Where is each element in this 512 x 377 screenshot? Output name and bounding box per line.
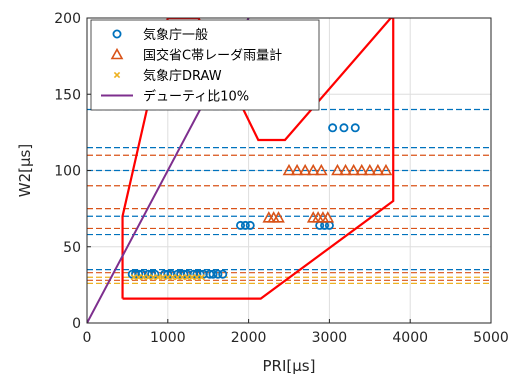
data-point	[213, 269, 223, 279]
data-point	[363, 163, 377, 176]
data-point	[347, 163, 360, 176]
series-markers-1	[262, 163, 393, 223]
x-axis-label: PRI[μs]	[263, 357, 316, 375]
data-point	[184, 274, 191, 281]
data-point	[355, 163, 369, 176]
legend-label: デューティ比10%	[143, 89, 249, 105]
legend-entry: 気象庁DRAW	[113, 68, 222, 84]
y-tick-label: 200	[54, 11, 81, 27]
legend-entry: 気象庁一般	[112, 27, 208, 43]
data-point	[140, 274, 147, 281]
y-tick-label: 0	[72, 316, 81, 332]
data-point	[290, 163, 304, 176]
data-point	[159, 274, 167, 281]
data-point	[135, 274, 142, 281]
data-point	[350, 123, 360, 133]
legend-swatch	[113, 71, 121, 79]
data-point	[164, 274, 171, 281]
ticks: 0 1000 2000 3000 4000 5000 0 50 100 150 200	[54, 11, 509, 346]
data-point	[145, 274, 152, 281]
x-tick-label: 4000	[392, 330, 428, 346]
data-point	[245, 220, 255, 230]
data-point	[339, 163, 352, 176]
legend-label: 国交省C帯レーダ雨量計	[143, 48, 282, 64]
legend-label: 気象庁一般	[143, 27, 208, 43]
data-point	[188, 274, 196, 281]
data-point	[208, 269, 218, 279]
legend-swatch	[110, 47, 124, 60]
data-point	[150, 274, 157, 281]
data-point	[379, 163, 393, 176]
data-point	[328, 123, 338, 133]
data-point	[298, 163, 312, 176]
y-tick-label: 50	[63, 240, 81, 256]
legend-swatch	[112, 29, 122, 39]
x-tick-label: 3000	[312, 330, 348, 346]
data-point	[218, 269, 228, 279]
x-tick-label: 2000	[231, 330, 267, 346]
x-tick-label: 5000	[473, 330, 509, 346]
legend-label: 気象庁DRAW	[143, 68, 222, 84]
data-point	[314, 163, 328, 176]
data-point	[272, 211, 285, 223]
data-point	[169, 274, 176, 281]
data-point	[371, 163, 385, 176]
data-point	[321, 211, 335, 223]
data-point	[179, 274, 186, 281]
data-point	[306, 163, 320, 176]
data-point	[174, 274, 181, 281]
data-point	[236, 220, 246, 230]
y-tick-label: 150	[54, 87, 81, 103]
x-tick-label: 1000	[150, 330, 186, 346]
data-point	[331, 163, 344, 176]
data-point	[198, 274, 205, 281]
y-axis-label: W2[μs]	[16, 144, 34, 197]
y-tick-label: 100	[54, 164, 81, 180]
data-point	[193, 274, 201, 281]
series-markers-2	[130, 274, 205, 281]
data-point	[339, 123, 349, 133]
legend-entry: デューティ比10%	[101, 89, 249, 105]
legend-entry: 国交省C帯レーダ雨量計	[110, 47, 282, 64]
data-point	[130, 274, 138, 281]
data-point	[282, 163, 296, 176]
data-point	[240, 220, 250, 230]
data-point	[154, 274, 162, 281]
x-tick-label: 0	[83, 330, 92, 346]
